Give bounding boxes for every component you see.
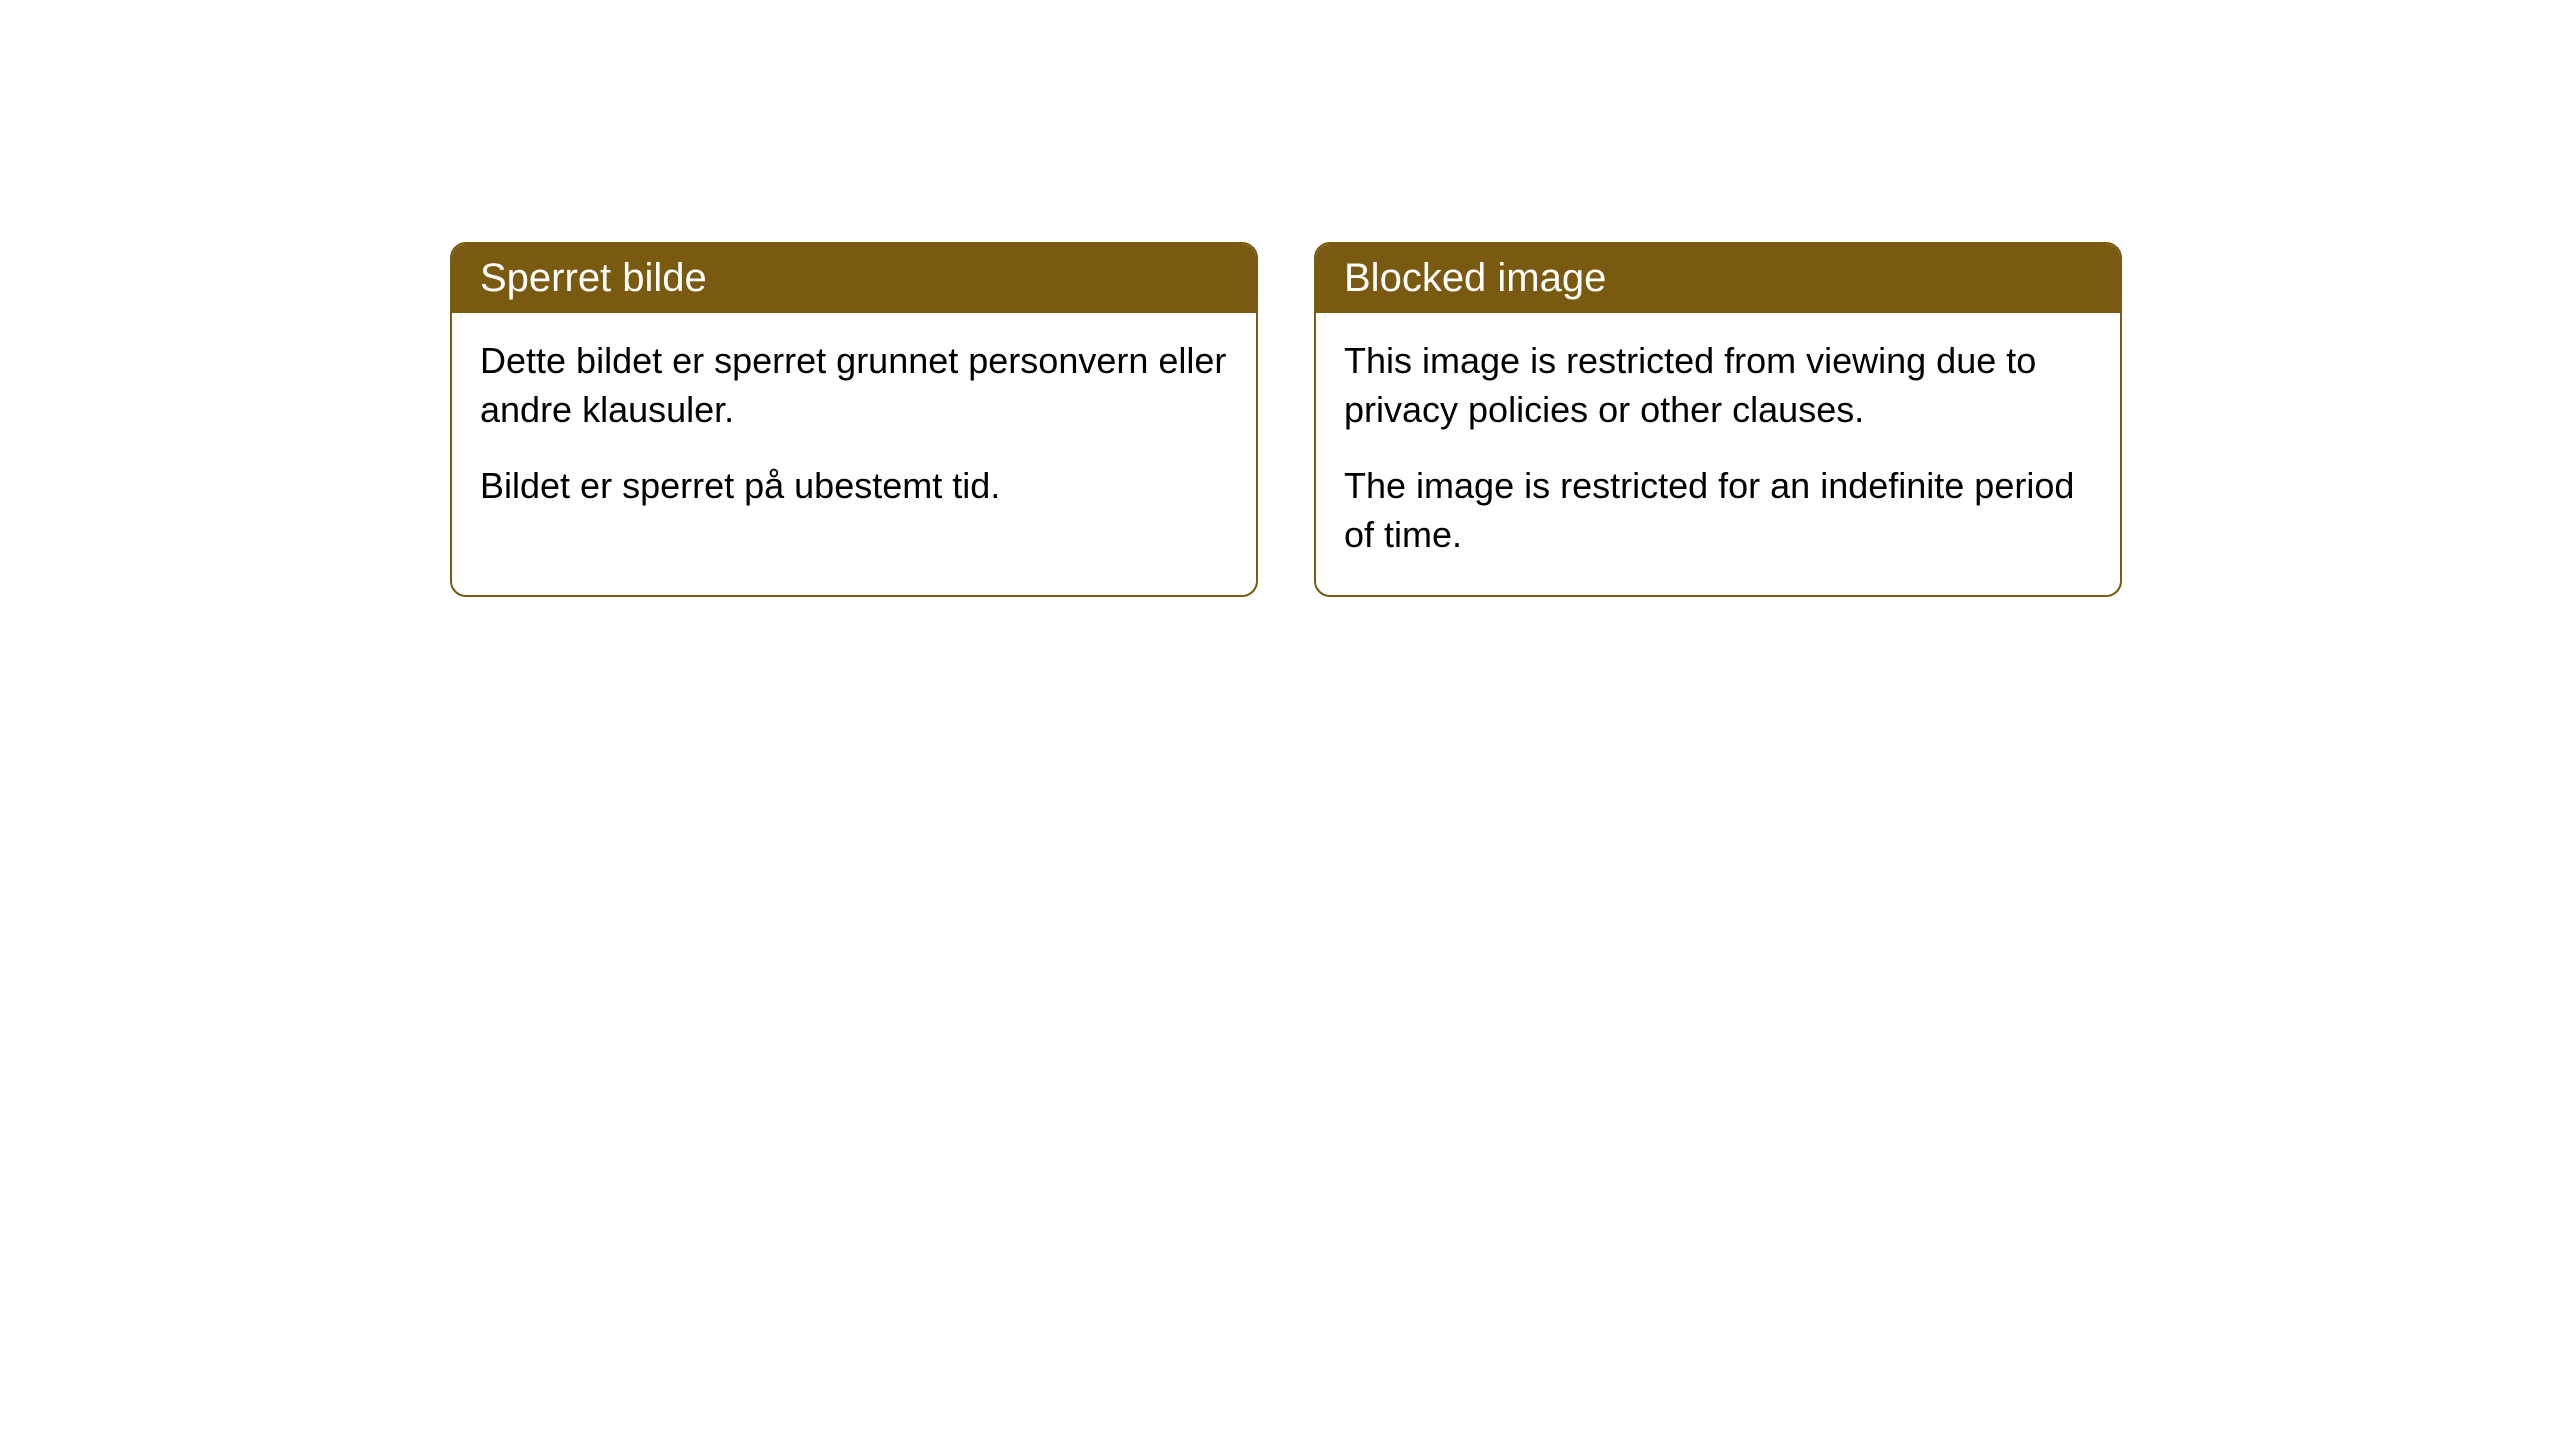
card-body: This image is restricted from viewing du… (1316, 313, 2120, 595)
card-paragraph: The image is restricted for an indefinit… (1344, 462, 2092, 559)
notice-card-english: Blocked image This image is restricted f… (1314, 242, 2122, 597)
card-title: Blocked image (1344, 256, 1606, 300)
card-paragraph: Bildet er sperret på ubestemt tid. (480, 462, 1228, 511)
card-body: Dette bildet er sperret grunnet personve… (452, 313, 1256, 547)
notice-card-norwegian: Sperret bilde Dette bildet er sperret gr… (450, 242, 1258, 597)
card-header: Sperret bilde (452, 244, 1256, 313)
notice-cards-container: Sperret bilde Dette bildet er sperret gr… (450, 242, 2122, 597)
card-header: Blocked image (1316, 244, 2120, 313)
card-paragraph: This image is restricted from viewing du… (1344, 337, 2092, 434)
card-paragraph: Dette bildet er sperret grunnet personve… (480, 337, 1228, 434)
card-title: Sperret bilde (480, 256, 707, 300)
